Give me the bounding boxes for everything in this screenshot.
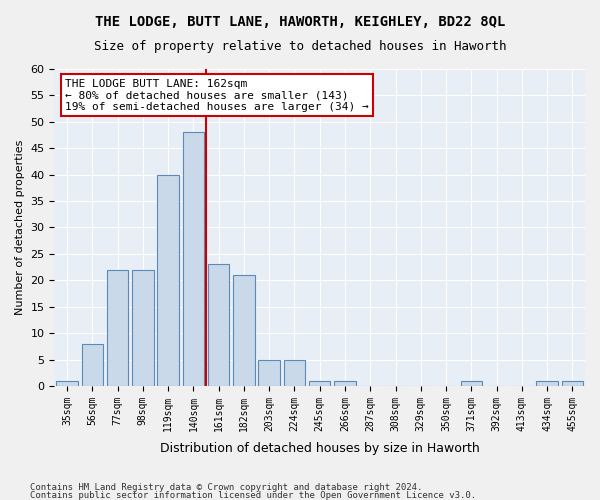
- Bar: [208, 264, 229, 386]
- Bar: [233, 275, 254, 386]
- X-axis label: Distribution of detached houses by size in Haworth: Distribution of detached houses by size …: [160, 442, 479, 455]
- Bar: [461, 380, 482, 386]
- Bar: [157, 174, 179, 386]
- Bar: [334, 380, 356, 386]
- Text: Size of property relative to detached houses in Haworth: Size of property relative to detached ho…: [94, 40, 506, 53]
- Bar: [562, 380, 583, 386]
- Bar: [132, 270, 154, 386]
- Bar: [536, 380, 558, 386]
- Bar: [182, 132, 204, 386]
- Y-axis label: Number of detached properties: Number of detached properties: [15, 140, 25, 315]
- Text: Contains public sector information licensed under the Open Government Licence v3: Contains public sector information licen…: [30, 490, 476, 500]
- Bar: [259, 360, 280, 386]
- Bar: [309, 380, 331, 386]
- Text: THE LODGE BUTT LANE: 162sqm
← 80% of detached houses are smaller (143)
19% of se: THE LODGE BUTT LANE: 162sqm ← 80% of det…: [65, 78, 369, 112]
- Text: Contains HM Land Registry data © Crown copyright and database right 2024.: Contains HM Land Registry data © Crown c…: [30, 483, 422, 492]
- Bar: [107, 270, 128, 386]
- Bar: [82, 344, 103, 386]
- Text: THE LODGE, BUTT LANE, HAWORTH, KEIGHLEY, BD22 8QL: THE LODGE, BUTT LANE, HAWORTH, KEIGHLEY,…: [95, 15, 505, 29]
- Bar: [56, 380, 78, 386]
- Bar: [284, 360, 305, 386]
